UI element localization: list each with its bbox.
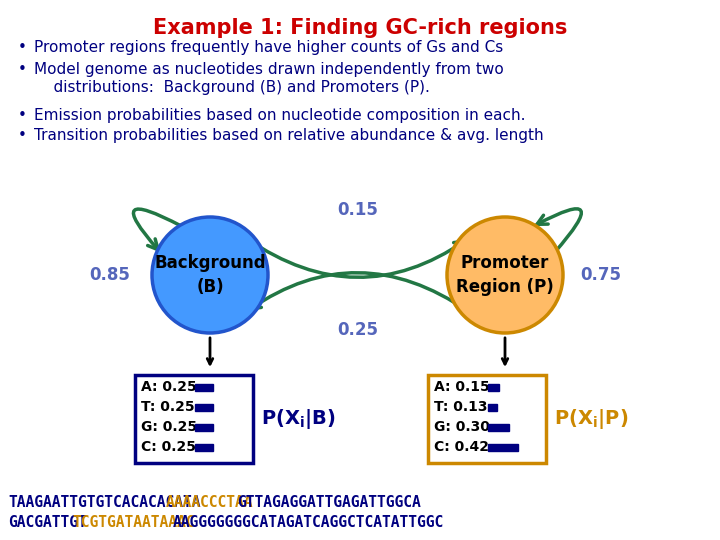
Text: 0.85: 0.85 bbox=[89, 266, 130, 284]
Circle shape bbox=[447, 217, 563, 333]
Text: distributions:  Background (B) and Promoters (P).: distributions: Background (B) and Promot… bbox=[34, 80, 430, 95]
Text: GTTAGAGGATTGAGATTGGCA: GTTAGAGGATTGAGATTGGCA bbox=[237, 495, 420, 510]
Bar bbox=[428, 375, 546, 463]
Text: GACGATTGT: GACGATTGT bbox=[8, 515, 86, 530]
Bar bbox=[195, 383, 213, 390]
Text: AAAACCCTAA: AAAACCCTAA bbox=[166, 495, 253, 510]
Text: A: 0.25: A: 0.25 bbox=[141, 380, 197, 394]
Text: Promoter
Region (P): Promoter Region (P) bbox=[456, 254, 554, 296]
Bar bbox=[195, 403, 213, 410]
Text: G: 0.25: G: 0.25 bbox=[141, 420, 197, 434]
Text: •: • bbox=[18, 40, 27, 55]
Text: A: 0.15: A: 0.15 bbox=[434, 380, 490, 394]
Text: Example 1: Finding GC-rich regions: Example 1: Finding GC-rich regions bbox=[153, 18, 567, 38]
Text: 0.25: 0.25 bbox=[337, 321, 378, 339]
Text: Transition probabilities based on relative abundance & avg. length: Transition probabilities based on relati… bbox=[34, 128, 544, 143]
Bar bbox=[488, 443, 518, 450]
Text: Promoter regions frequently have higher counts of Gs and Cs: Promoter regions frequently have higher … bbox=[34, 40, 503, 55]
FancyArrowPatch shape bbox=[537, 209, 581, 253]
Bar bbox=[488, 403, 498, 410]
Circle shape bbox=[152, 217, 268, 333]
Bar bbox=[195, 443, 213, 450]
Text: C: 0.25: C: 0.25 bbox=[141, 440, 196, 454]
Text: 0.75: 0.75 bbox=[580, 266, 621, 284]
Text: Emission probabilities based on nucleotide composition in each.: Emission probabilities based on nucleoti… bbox=[34, 108, 526, 123]
Text: C: 0.42: C: 0.42 bbox=[434, 440, 489, 454]
Bar bbox=[488, 423, 510, 430]
FancyArrowPatch shape bbox=[133, 209, 181, 249]
Text: Background
(B): Background (B) bbox=[154, 254, 266, 296]
Text: •: • bbox=[18, 108, 27, 123]
Text: Model genome as nucleotides drawn independently from two: Model genome as nucleotides drawn indepe… bbox=[34, 62, 504, 77]
Text: TCGTGATAATAAAC: TCGTGATAATAAAC bbox=[72, 515, 195, 530]
FancyArrowPatch shape bbox=[247, 239, 464, 278]
Text: •: • bbox=[18, 62, 27, 77]
Bar bbox=[135, 375, 253, 463]
FancyArrowPatch shape bbox=[251, 273, 468, 311]
Text: AAGGGGGGGCATAGATCAGGCTCATATTGGC: AAGGGGGGGCATAGATCAGGCTCATATTGGC bbox=[173, 515, 444, 530]
Bar bbox=[488, 383, 499, 390]
Text: 0.15: 0.15 bbox=[337, 201, 378, 219]
Text: TAAGAATTGTGTCACACACATA: TAAGAATTGTGTCACACACATA bbox=[8, 495, 200, 510]
Text: G: 0.30: G: 0.30 bbox=[434, 420, 490, 434]
Text: $\mathbf{P(X_i|P)}$: $\mathbf{P(X_i|P)}$ bbox=[554, 407, 629, 431]
Text: T: 0.13: T: 0.13 bbox=[434, 400, 487, 414]
Text: $\mathbf{P(X_i|B)}$: $\mathbf{P(X_i|B)}$ bbox=[261, 407, 336, 431]
Bar bbox=[195, 423, 213, 430]
Text: T: 0.25: T: 0.25 bbox=[141, 400, 194, 414]
Text: •: • bbox=[18, 128, 27, 143]
